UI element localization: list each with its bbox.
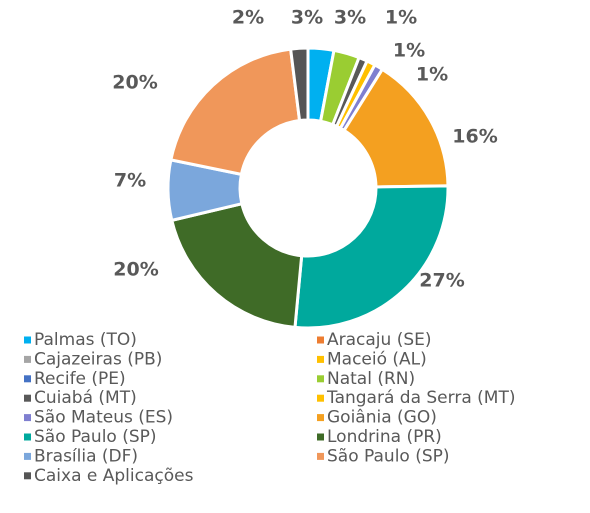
- legend-label: São Mateus (ES): [34, 408, 173, 428]
- legend-label: Aracaju (SE): [327, 330, 432, 350]
- data-label: 3%: [334, 7, 366, 29]
- data-label: 27%: [419, 270, 464, 292]
- legend-swatch: [24, 394, 31, 402]
- legend-label: São Paulo (SP): [327, 446, 450, 466]
- legend-swatch: [24, 472, 31, 480]
- legend-swatch: [24, 433, 31, 441]
- legend-label: Goiânia (GO): [327, 408, 437, 428]
- donut-slice: [342, 67, 450, 189]
- legend-swatch: [24, 355, 31, 363]
- legend-label: Palmas (TO): [34, 330, 137, 350]
- data-label: 1%: [393, 40, 425, 62]
- donut-slice: [169, 201, 304, 330]
- legend-label: Maceió (AL): [327, 349, 427, 369]
- data-label: 16%: [452, 126, 497, 148]
- data-label: 7%: [114, 170, 146, 192]
- legend-swatch: [24, 414, 31, 422]
- legend-swatch: [317, 375, 324, 383]
- legend-swatch: [317, 394, 324, 402]
- donut-slice: [288, 46, 310, 123]
- legend-label: Cuiabá (MT): [34, 388, 137, 408]
- data-label: 2%: [232, 7, 264, 29]
- data-label: 3%: [291, 7, 323, 29]
- legend-label: Brasília (DF): [34, 446, 138, 466]
- donut-slice: [293, 184, 450, 330]
- data-label: 20%: [113, 259, 158, 281]
- legend-label: Natal (RN): [327, 369, 415, 389]
- data-label: 20%: [112, 72, 157, 94]
- legend-label: Tangará da Serra (MT): [326, 388, 515, 408]
- data-label: 1%: [416, 64, 448, 86]
- legend-label: Cajazeiras (PB): [34, 349, 162, 369]
- data-label: 1%: [385, 7, 417, 29]
- legend-swatch: [24, 452, 31, 460]
- legend-swatch: [24, 336, 31, 344]
- legend-swatch: [317, 414, 324, 422]
- legend-swatch: [317, 355, 324, 363]
- legend-label: São Paulo (SP): [34, 427, 157, 447]
- legend-label: Londrina (PR): [327, 427, 442, 447]
- legend-swatch: [317, 452, 324, 460]
- legend-swatch: [317, 433, 324, 441]
- legend-label: Caixa e Aplicações: [34, 466, 194, 486]
- legend-swatch: [317, 336, 324, 344]
- donut-slice: [169, 47, 302, 177]
- legend-swatch: [24, 375, 31, 383]
- legend-label: Recife (PE): [34, 369, 126, 389]
